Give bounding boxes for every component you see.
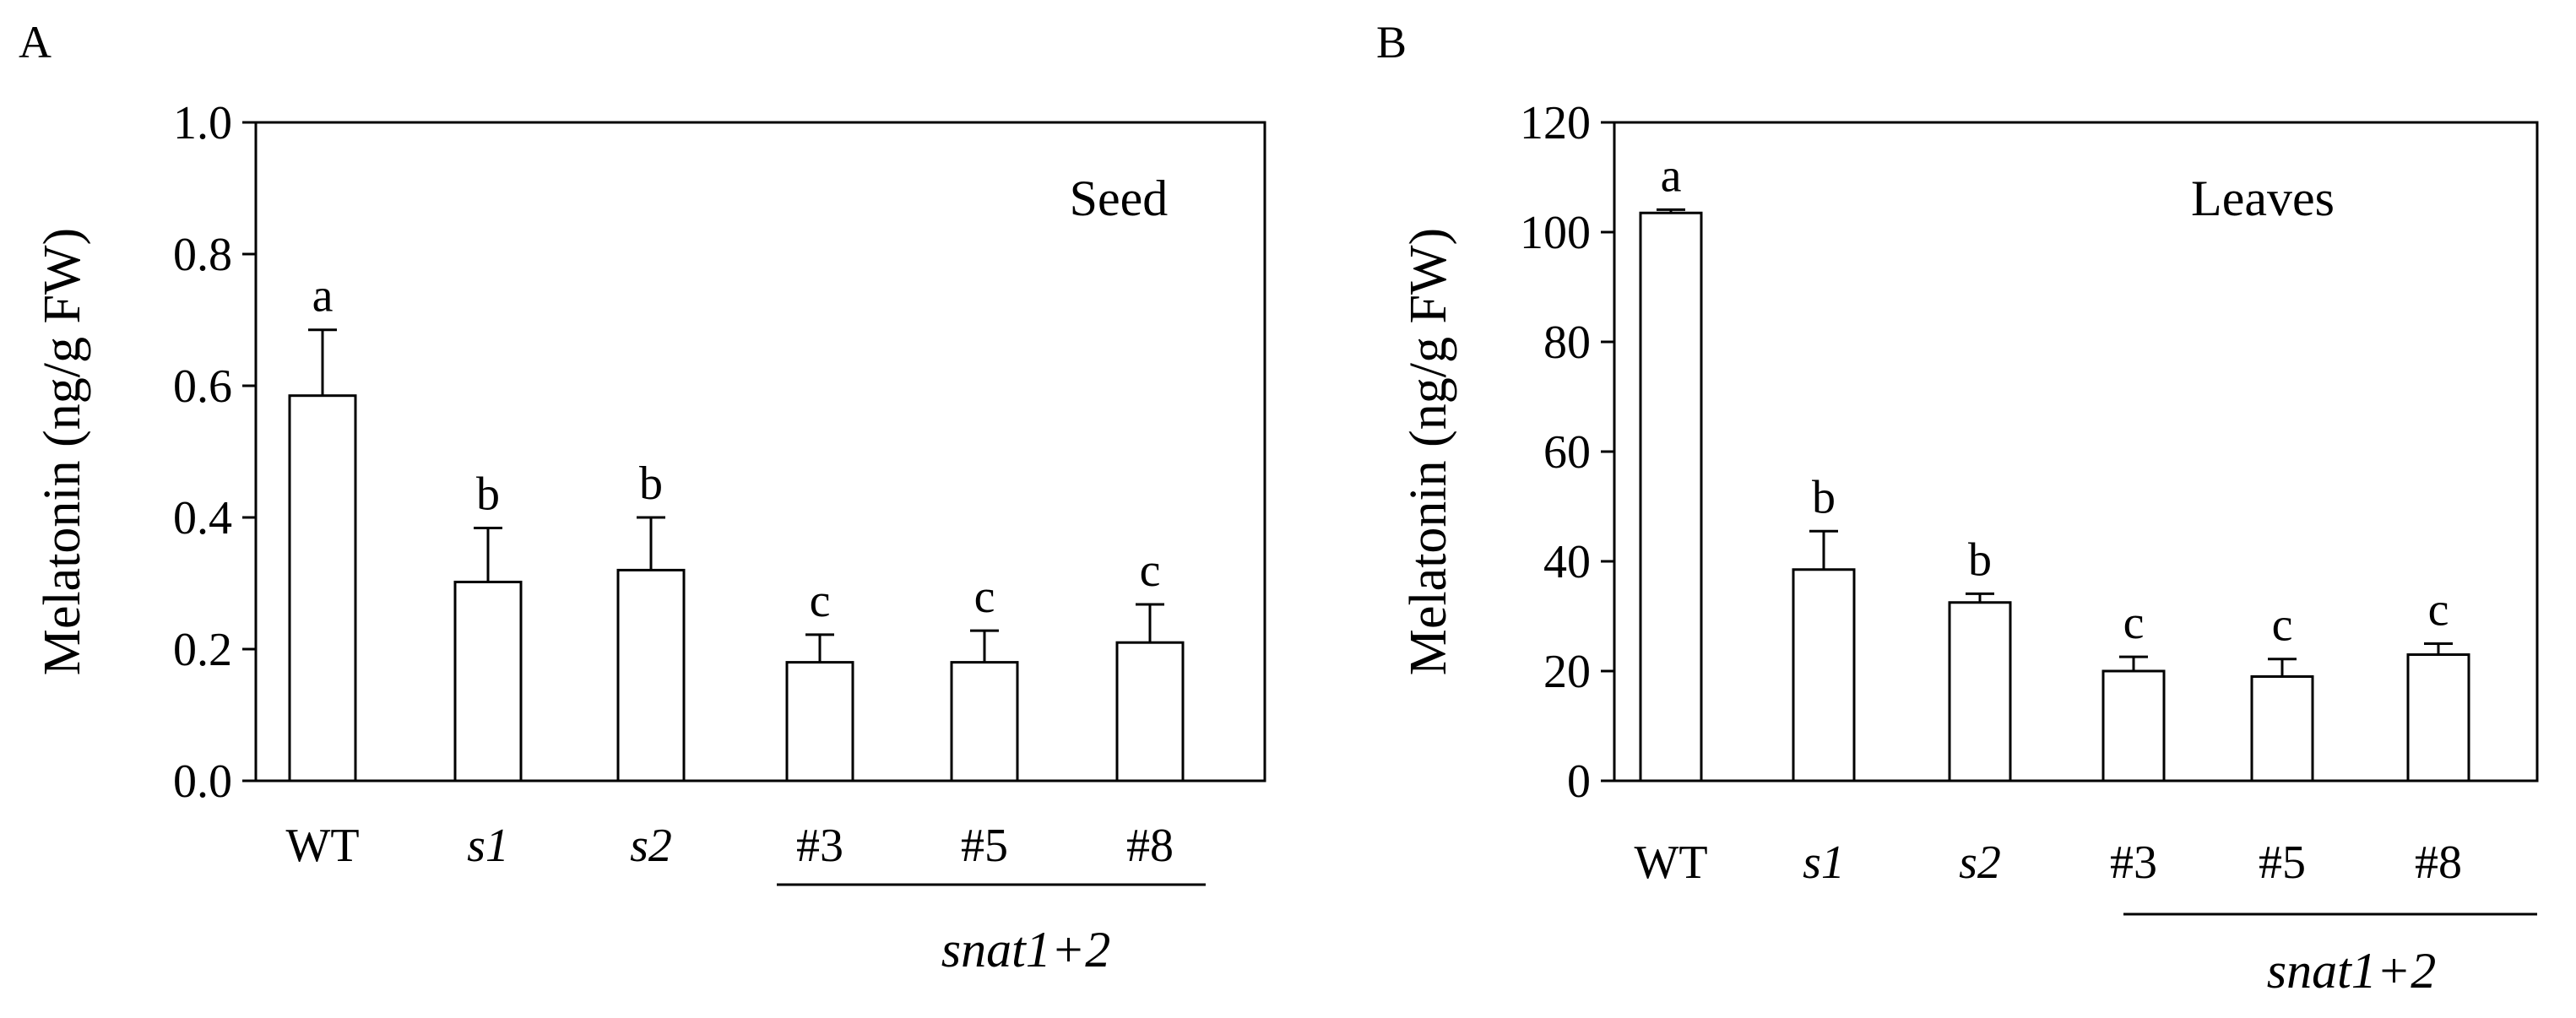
category-label: WT (285, 820, 359, 872)
y-tick-label: 0.4 (173, 492, 232, 544)
y-tick-label: 0.8 (173, 229, 232, 281)
bar (1792, 568, 1856, 782)
significance-letter: c (2272, 599, 2293, 652)
tissue-label: Leaves (2191, 171, 2335, 226)
significance-letter: c (2123, 597, 2145, 649)
y-tick-label: 0.0 (173, 755, 232, 808)
bar (785, 661, 854, 782)
y-tick-label: 0.2 (173, 624, 232, 676)
bar (950, 661, 1019, 782)
group-label: snat1+2 (2267, 943, 2437, 999)
plot-frame (1613, 121, 2539, 782)
bar (453, 580, 523, 782)
bar (1948, 601, 2012, 782)
bar (288, 394, 357, 782)
y-tick-label: 100 (1520, 207, 1591, 259)
significance-letter: b (1812, 471, 1836, 523)
significance-letter: c (2428, 584, 2449, 636)
category-label: #5 (961, 820, 1008, 872)
category-label: #8 (2415, 837, 2462, 889)
panel-b-leaves: B 0 20 40 60 80 100 120 Melatonin (ng/g FW) Leave… (1376, 17, 2539, 999)
tissue-label: Seed (1070, 171, 1169, 226)
category-label: s2 (1959, 837, 2001, 889)
bar (2250, 675, 2314, 782)
significance-letter: c (1140, 544, 1161, 597)
significance-letter: c (810, 575, 831, 627)
category-label: #3 (796, 820, 843, 872)
panel-letter: B (1376, 17, 1407, 68)
panel-letter: A (19, 17, 52, 68)
category-label: s1 (1803, 837, 1845, 889)
category-label: WT (1634, 837, 1707, 889)
bar (1115, 641, 1185, 782)
significance-letter: a (1661, 149, 1682, 202)
group-label: snat1+2 (941, 922, 1111, 977)
category-label: s1 (467, 820, 509, 872)
significance-letter: a (312, 270, 334, 322)
y-tick-label: 1.0 (173, 97, 232, 149)
y-tick-label: 20 (1543, 646, 1591, 698)
category-label: s2 (630, 820, 672, 872)
bar (1639, 211, 1703, 782)
y-tick-label: 40 (1543, 536, 1591, 588)
significance-letter: b (476, 468, 500, 520)
y-tick-label: 60 (1543, 426, 1591, 479)
bar (2101, 669, 2166, 782)
y-tick-label: 0.6 (173, 360, 232, 413)
panel-a-seed: A 0.0 0.2 0.4 0.6 0.8 1.0 Melatonin (ng/g FW) Se… (19, 17, 1266, 977)
y-tick-label: 0 (1567, 755, 1591, 808)
significance-letter: b (639, 458, 663, 510)
y-axis-label: Melatonin (ng/g FW) (1400, 228, 1457, 675)
significance-letter: c (974, 571, 995, 623)
y-tick-label: 120 (1520, 97, 1591, 149)
category-label: #3 (2110, 837, 2157, 889)
bar (616, 568, 686, 782)
y-axis-label: Melatonin (ng/g FW) (34, 228, 91, 675)
y-tick-label: 80 (1543, 317, 1591, 369)
category-label: #8 (1126, 820, 1174, 872)
plot-frame (254, 121, 1266, 782)
significance-letter: b (1968, 533, 1992, 586)
category-label: #5 (2259, 837, 2306, 889)
bar (2406, 653, 2470, 782)
